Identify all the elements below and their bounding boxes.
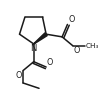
Text: O: O (73, 46, 79, 55)
Polygon shape (34, 33, 47, 44)
Text: CH₃: CH₃ (85, 43, 98, 49)
Text: O: O (16, 71, 22, 80)
Text: N: N (31, 44, 37, 53)
Text: O: O (47, 58, 53, 67)
Text: O: O (68, 15, 74, 24)
